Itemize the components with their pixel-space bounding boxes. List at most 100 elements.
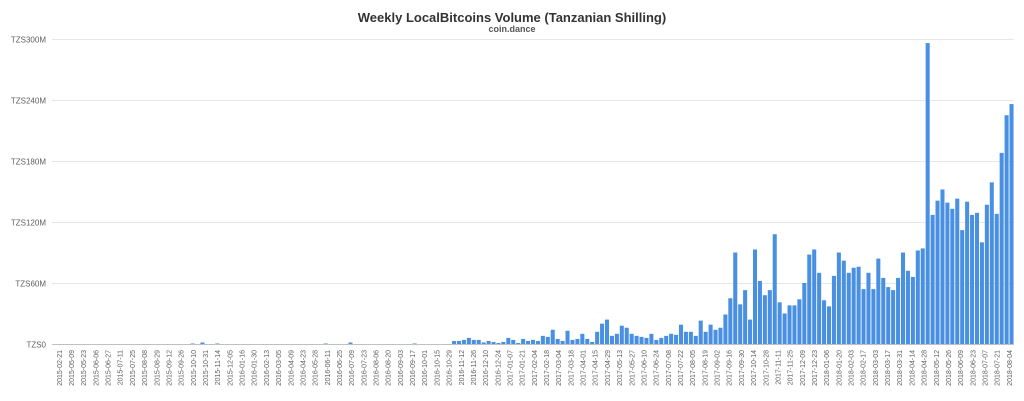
bar: [718, 327, 723, 344]
bar: [698, 320, 703, 344]
bar: [348, 342, 353, 344]
bar: [831, 275, 836, 344]
bar: [748, 319, 753, 344]
bar: [994, 213, 999, 344]
x-tick-label: 2018-04-14: [909, 350, 916, 386]
bar: [856, 266, 861, 344]
bar: [802, 283, 807, 344]
bar: [476, 339, 481, 344]
x-tick-label: 2016-11-12: [459, 350, 466, 385]
x-tick-label: 2018-04-28: [922, 350, 929, 386]
bar: [723, 314, 728, 344]
bar: [900, 252, 906, 344]
bar: [619, 325, 624, 344]
x-tick-label: 2017-07-08: [666, 350, 673, 386]
bar: [738, 304, 743, 344]
y-tick-label: TZS60M: [15, 280, 46, 289]
bar: [713, 329, 718, 344]
bar: [688, 331, 693, 344]
bar: [585, 338, 590, 344]
bar: [945, 202, 950, 344]
bar: [511, 339, 516, 344]
bar: [920, 248, 925, 344]
bar: [708, 324, 713, 344]
bar: [323, 343, 328, 344]
bar: [624, 327, 629, 344]
x-tick-label: 2017-02-18: [544, 350, 551, 386]
x-tick-label: 2017-05-27: [629, 350, 636, 386]
bar: [530, 339, 536, 344]
x-tick-label: 2018-06-09: [958, 350, 965, 386]
bar: [471, 339, 476, 344]
x-tick-label: 2017-10-28: [763, 350, 770, 386]
bar: [570, 339, 575, 344]
x-tick-label: 2015-08-29: [154, 350, 161, 386]
x-tick-label: 2018-03-03: [873, 350, 880, 386]
bar: [575, 338, 580, 344]
x-tick-label: 2017-01-07: [507, 350, 514, 386]
bar: [703, 331, 708, 344]
x-tick-label: 2016-06-11: [325, 350, 332, 385]
x-tick-label: 2015-08-08: [142, 350, 149, 386]
x-tick-label: 2016-06-25: [337, 350, 344, 386]
x-tick-label: 2016-10-29: [447, 350, 454, 386]
x-tick-label: 2017-11-11: [775, 350, 782, 385]
x-tick-label: 2015-10-10: [191, 350, 198, 386]
bar: [555, 338, 560, 344]
y-tick-label: TZS120M: [11, 219, 46, 228]
bar: [545, 336, 550, 344]
bar: [841, 260, 846, 344]
bar: [866, 272, 871, 344]
bar: [851, 267, 856, 344]
bar: [743, 290, 748, 344]
x-tick-label: 2015-02-21: [57, 350, 64, 386]
x-tick-label: 2017-12-09: [800, 350, 807, 386]
bar: [215, 343, 220, 344]
x-tick-label: 2017-03-18: [568, 350, 575, 386]
bar: [649, 333, 654, 344]
bar: [970, 214, 975, 344]
x-tick-label: 2017-09-02: [715, 350, 722, 386]
bar: [777, 302, 782, 344]
x-tick-label: 2015-05-09: [69, 350, 76, 386]
bar: [604, 319, 610, 344]
bar: [200, 342, 205, 344]
y-tick-label: TZS180M: [11, 158, 46, 167]
x-tick-label: 2016-01-16: [240, 350, 247, 386]
bar: [412, 343, 417, 344]
bar: [772, 234, 777, 344]
x-tick-label: 2017-04-15: [593, 350, 600, 386]
x-tick-label: 2018-01-20: [836, 350, 843, 386]
x-tick-label: 2015-06-06: [93, 350, 100, 386]
bar: [526, 340, 531, 344]
bar: [516, 342, 521, 344]
bar: [999, 152, 1004, 344]
x-tick-label: 2017-08-19: [702, 350, 709, 386]
bar: [807, 254, 812, 344]
bar: [600, 323, 605, 344]
x-tick-label: 2015-07-11: [118, 350, 125, 385]
bar: [535, 340, 540, 344]
y-tick-label: TZS300M: [11, 36, 46, 45]
bar: [984, 204, 989, 344]
x-tick-label: 2017-12-23: [812, 350, 819, 386]
bar: [910, 276, 915, 344]
bar: [609, 335, 614, 344]
x-tick-label: 2017-09-30: [739, 350, 746, 386]
bar: [560, 340, 565, 344]
x-tick-label: 2018-01-06: [824, 350, 831, 386]
x-tick-label: 2016-12-24: [495, 350, 502, 386]
x-tick-label: 2017-06-10: [641, 350, 648, 386]
x-tick-label: 2016-09-17: [410, 350, 417, 386]
bar: [678, 324, 684, 344]
x-tick-label: 2018-07-07: [982, 350, 989, 386]
bar: [871, 289, 876, 344]
x-tick-label: 2015-09-12: [166, 350, 173, 386]
bar: [466, 337, 471, 344]
bar: [683, 331, 688, 344]
x-tick-label: 2017-02-04: [532, 350, 539, 386]
x-tick-label: 2018-03-31: [897, 350, 904, 386]
bar: [861, 289, 866, 344]
bar: [659, 337, 664, 344]
